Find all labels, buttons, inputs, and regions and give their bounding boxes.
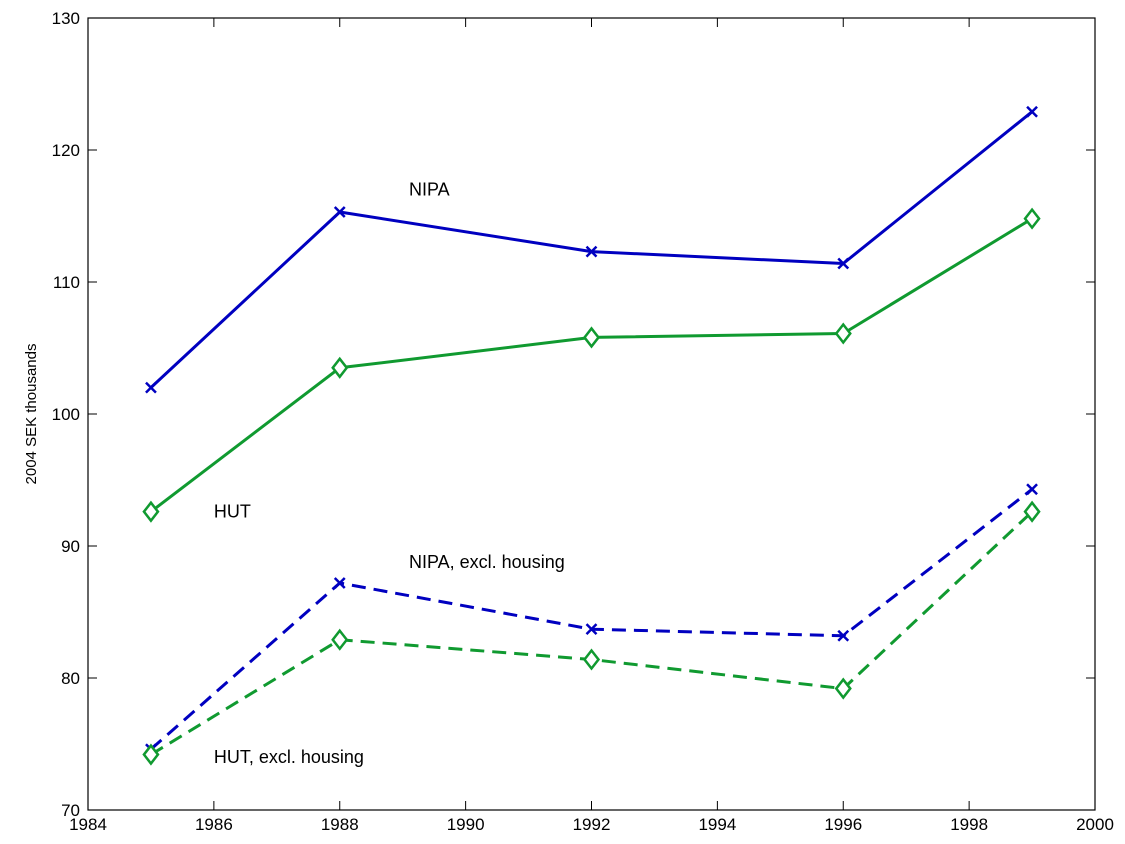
y-tick-label: 120 xyxy=(52,141,80,160)
series-annotation: NIPA xyxy=(409,180,450,200)
y-tick-label: 80 xyxy=(61,669,80,688)
y-axis-label: 2004 SEK thousands xyxy=(23,344,40,485)
data-point-diamond-marker xyxy=(142,500,160,523)
data-point-x-marker xyxy=(333,577,346,589)
data-point-x-marker xyxy=(1026,483,1038,496)
data-point-x-marker xyxy=(837,629,850,642)
y-tick-label: 70 xyxy=(61,801,80,820)
data-point-x-marker xyxy=(333,206,346,218)
series-line-3 xyxy=(149,488,1034,751)
x-tick-label: 1984 xyxy=(69,815,107,834)
y-tick-label: 110 xyxy=(53,273,80,292)
data-point-diamond-marker xyxy=(1023,207,1041,230)
data-point-diamond-marker xyxy=(582,326,601,349)
data-point-diamond-marker xyxy=(834,322,852,345)
x-tick-label: 1986 xyxy=(195,815,233,834)
y-tick-label: 100 xyxy=(52,405,80,424)
x-tick-label: 1994 xyxy=(698,815,736,834)
x-tick-label: 1996 xyxy=(824,815,862,834)
y-tick-label: 90 xyxy=(61,537,80,556)
x-tick-label: 1988 xyxy=(321,815,359,834)
x-tick-label: 1998 xyxy=(950,815,988,834)
series-line-4 xyxy=(150,510,1034,756)
x-tick-label: 1992 xyxy=(573,815,611,834)
data-point-diamond-marker xyxy=(834,677,852,700)
data-point-diamond-marker xyxy=(331,356,349,379)
data-point-x-marker xyxy=(837,257,850,270)
x-tick-label: 1990 xyxy=(447,815,485,834)
series-annotation: NIPA, excl. housing xyxy=(409,552,565,572)
data-point-x-marker xyxy=(585,245,598,258)
data-point-diamond-marker xyxy=(331,628,349,651)
series-annotation: HUT xyxy=(214,502,251,522)
y-tick-label: 130 xyxy=(52,9,80,28)
data-point-x-marker xyxy=(1026,105,1038,118)
data-point-x-marker xyxy=(145,381,157,394)
data-point-diamond-marker xyxy=(1023,500,1041,523)
data-point-diamond-marker xyxy=(582,648,601,671)
data-point-x-marker xyxy=(585,623,598,636)
series-line-2 xyxy=(149,217,1033,513)
x-tick-label: 2000 xyxy=(1076,815,1114,834)
data-point-diamond-marker xyxy=(142,743,160,766)
series-annotation: HUT, excl. housing xyxy=(214,747,364,767)
plot-frame xyxy=(87,17,1096,811)
